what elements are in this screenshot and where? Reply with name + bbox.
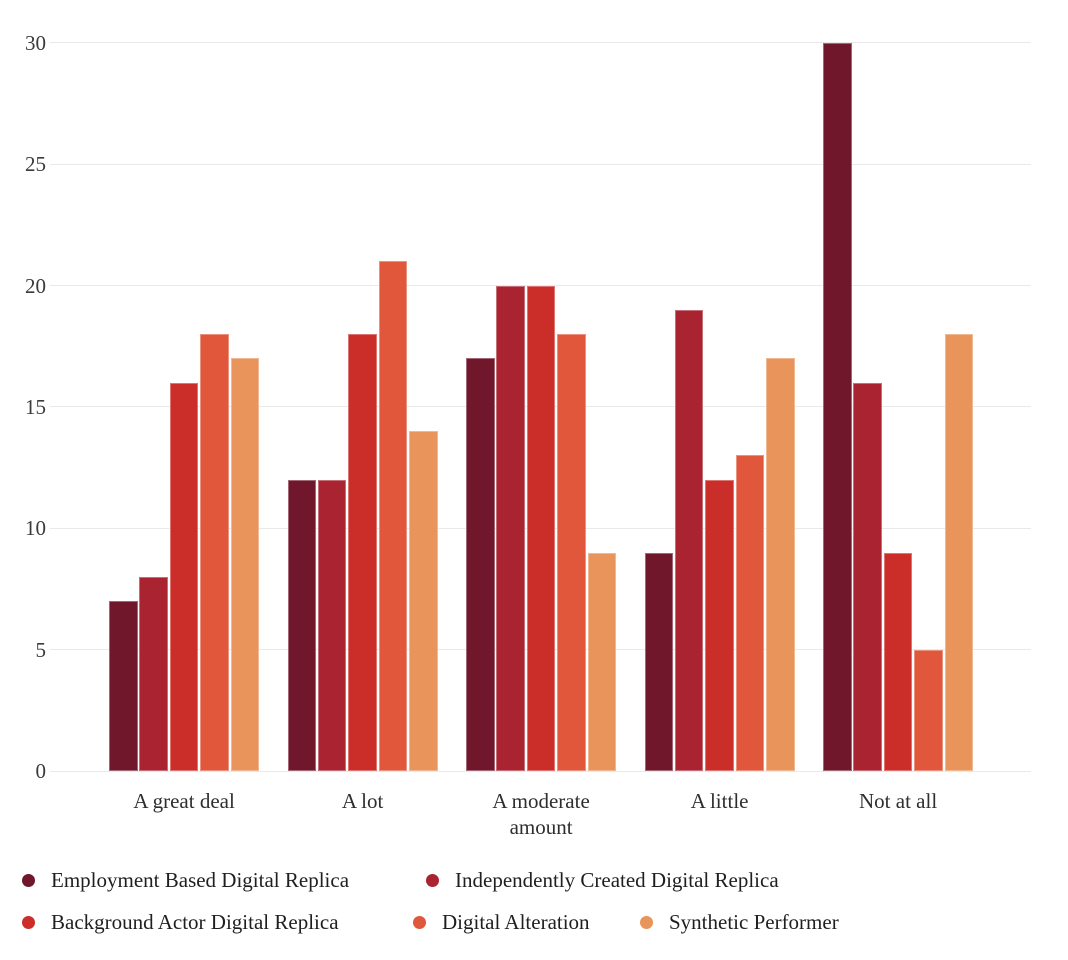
bar[interactable]: [883, 552, 913, 771]
bar[interactable]: [466, 358, 495, 771]
y-tick-label: 25: [25, 152, 46, 177]
y-tick-label: 30: [25, 30, 46, 55]
bar[interactable]: [674, 309, 704, 771]
legend-label: Independently Created Digital Replica: [455, 867, 779, 892]
bar[interactable]: [587, 552, 617, 771]
legend-item-synthetic-performer[interactable]: Synthetic Performer: [640, 909, 839, 935]
bar[interactable]: [317, 479, 347, 771]
y-tick-label: 0: [35, 759, 47, 783]
bar[interactable]: [409, 431, 438, 771]
bar[interactable]: [735, 455, 765, 771]
x-tick-label: A little: [690, 789, 749, 813]
bar[interactable]: [644, 552, 674, 771]
y-gridline: [50, 42, 1031, 44]
bar[interactable]: [496, 285, 525, 771]
bar[interactable]: [109, 601, 138, 771]
legend-label: Employment Based Digital Replica: [51, 867, 350, 892]
legend-item-independently-created-digital-replica[interactable]: Independently Created Digital Replica: [426, 867, 779, 893]
y-tick-label: 15: [25, 394, 46, 419]
legend-label: Digital Alteration: [442, 909, 590, 934]
x-tick-label: A great deal: [133, 789, 235, 813]
bar[interactable]: [557, 334, 586, 771]
bar[interactable]: [348, 334, 377, 771]
x-tick-label: Not at all: [859, 789, 938, 813]
legend-marker-icon: [640, 915, 653, 929]
bar[interactable]: [230, 358, 260, 771]
x-tick-label: A lot: [341, 789, 384, 813]
bar[interactable]: [378, 261, 408, 771]
legend-marker-icon: [22, 915, 35, 929]
legend-marker-icon: [413, 915, 426, 929]
bar[interactable]: [139, 576, 168, 771]
x-tick-label: A moderate amount: [492, 789, 590, 839]
legend-label: Synthetic Performer: [669, 909, 839, 934]
bar[interactable]: [766, 358, 795, 771]
legend-marker-icon: [22, 873, 35, 887]
y-tick-label: 10: [25, 516, 46, 541]
bar[interactable]: [914, 649, 943, 771]
legend-label: Background Actor Digital Replica: [51, 909, 339, 934]
bar[interactable]: [526, 285, 556, 771]
y-tick-label: 20: [25, 273, 46, 298]
bar[interactable]: [200, 334, 229, 771]
bar[interactable]: [823, 42, 852, 771]
y-gridline: [50, 770, 1031, 772]
legend-item-employment-based-digital-replica[interactable]: Employment Based Digital Replica: [22, 867, 349, 893]
legend-marker-icon: [426, 873, 439, 887]
bar[interactable]: [705, 479, 734, 771]
bar[interactable]: [944, 334, 974, 771]
bar[interactable]: [169, 382, 199, 771]
bar[interactable]: [853, 382, 882, 771]
legend-item-digital-alteration[interactable]: Digital Alteration: [413, 909, 590, 935]
bar[interactable]: [287, 479, 317, 771]
y-tick-label: 5: [35, 637, 47, 662]
legend-item-background-actor-digital-replica[interactable]: Background Actor Digital Replica: [22, 909, 339, 935]
y-gridline: [50, 163, 1031, 165]
